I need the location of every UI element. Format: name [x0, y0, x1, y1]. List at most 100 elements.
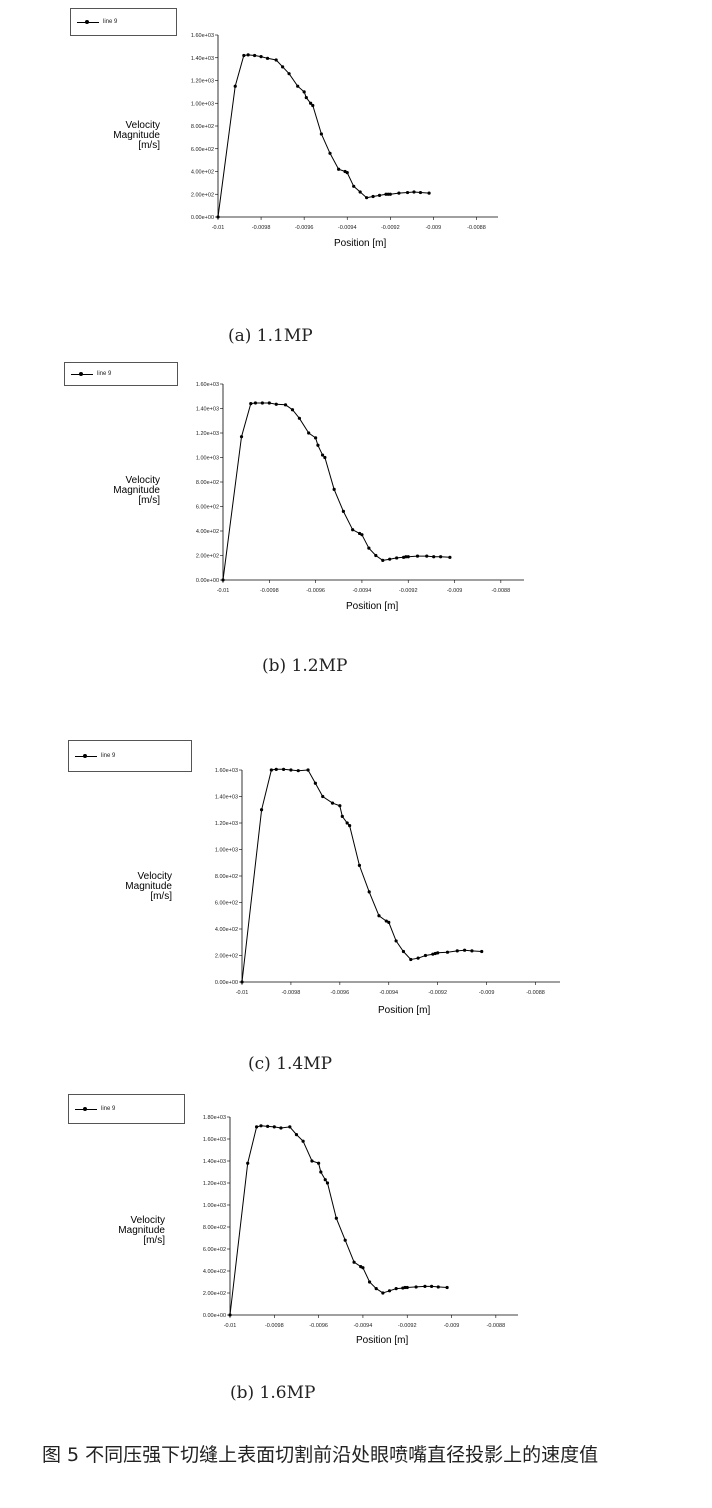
data-point: [306, 768, 310, 772]
data-point: [418, 190, 423, 195]
x-tick-label: -0.0088: [492, 588, 511, 594]
data-point: [337, 167, 341, 171]
data-point: [310, 1159, 314, 1163]
y-tick-label: 2.00e+02: [215, 954, 238, 960]
chart-panel-c: line 9 Velocity Magnitude [m/s] -0.01 -0.…: [0, 730, 712, 1080]
y-tick-label: 1.00e+03: [196, 456, 219, 462]
y-tick-label: 8.00e+02: [191, 124, 214, 130]
y-tick-label: 8.00e+02: [203, 1225, 226, 1231]
y-tick-label: 1.20e+03: [196, 431, 219, 437]
data-point: [246, 1161, 250, 1165]
x-tick-label: -0.0094: [338, 225, 357, 231]
x-tick-label: -0.009: [479, 990, 495, 996]
data-point: [430, 1284, 434, 1288]
legend-label: line 9: [103, 19, 118, 25]
x-tick-label: -0.0098: [252, 225, 271, 231]
chart-caption: (c) 1.4MP: [248, 1054, 333, 1074]
data-point: [348, 824, 352, 828]
data-point: [403, 1285, 407, 1290]
data-point: [401, 949, 406, 954]
data-point: [427, 191, 431, 195]
legend: line 9: [64, 362, 178, 386]
legend-label: line 9: [101, 1106, 116, 1112]
chart-caption: (a) 1.1MP: [228, 326, 313, 346]
data-point: [360, 533, 364, 537]
x-tick-label: -0.0098: [265, 1323, 284, 1329]
legend-marker-icon: [83, 1107, 87, 1111]
data-point: [381, 558, 385, 562]
data-point: [352, 1260, 356, 1264]
data-point: [307, 431, 311, 435]
y-tick-label: 1.40e+03: [191, 56, 214, 62]
series-line: [222, 402, 450, 581]
data-point: [279, 1126, 283, 1130]
data-point: [377, 914, 381, 918]
y-tick-label: 1.60e+03: [191, 33, 214, 39]
data-point: [325, 1181, 330, 1185]
data-point: [288, 1125, 292, 1129]
data-point: [301, 1139, 305, 1143]
data-point: [367, 546, 371, 550]
x-tick-label: -0.009: [426, 225, 442, 231]
x-tick-label: -0.01: [212, 225, 225, 231]
data-point: [357, 863, 362, 867]
data-point: [233, 84, 237, 88]
data-point: [281, 65, 285, 69]
y-tick-label: 0.00e+00: [191, 215, 214, 221]
y-axis-label: Velocity Magnitude [m/s]: [113, 120, 160, 151]
data-point: [409, 957, 413, 962]
data-point: [381, 1291, 385, 1295]
chart-panel-b: line 9 Velocity Magnitude [m/s] -0.01 -0.…: [0, 360, 712, 690]
data-point: [302, 90, 306, 94]
data-point: [374, 553, 378, 558]
y-tick-label: 8.00e+02: [196, 480, 219, 486]
data-point: [377, 193, 382, 197]
data-point: [240, 980, 244, 984]
y-tick-label: 1.00e+03: [203, 1203, 226, 1209]
data-point: [371, 194, 375, 199]
data-point: [463, 948, 467, 952]
y-tick-label: 6.00e+02: [191, 147, 214, 153]
x-tick-label: -0.01: [224, 1323, 237, 1329]
data-point: [358, 190, 362, 194]
y-tick-label: 1.40e+03: [196, 407, 219, 413]
data-point: [341, 509, 345, 513]
y-tick-label: 0.00e+00: [196, 578, 219, 584]
x-tick-label: -0.0098: [260, 588, 279, 594]
data-point: [361, 1266, 365, 1270]
x-tick-label: -0.0096: [331, 990, 350, 996]
data-point: [287, 72, 291, 76]
data-point: [365, 196, 369, 200]
data-point: [332, 487, 336, 491]
x-tick-label: -0.0096: [306, 588, 325, 594]
data-point: [470, 949, 474, 953]
y-axis-label: Velocity Magnitude [m/s]: [125, 871, 172, 902]
legend-label: line 9: [97, 371, 112, 377]
data-point: [249, 402, 253, 406]
data-point: [311, 103, 315, 108]
data-point: [338, 804, 342, 808]
y-tick-label: 4.00e+02: [215, 927, 238, 933]
data-point: [228, 1313, 232, 1317]
data-point: [367, 1280, 372, 1284]
data-point: [395, 556, 399, 560]
data-point: [269, 768, 273, 772]
data-point: [323, 1178, 327, 1182]
data-point: [254, 1125, 259, 1129]
data-point: [274, 58, 278, 62]
data-point: [394, 939, 398, 943]
chart-panel-d: line 9 Velocity Magnitude [m/s] -0.01 -0.…: [0, 1090, 712, 1430]
legend-marker-icon: [83, 754, 87, 758]
data-point: [436, 951, 440, 955]
data-point: [317, 1161, 321, 1165]
y-tick-label: 6.00e+02: [215, 901, 238, 907]
data-point: [406, 555, 410, 559]
data-point: [321, 794, 325, 799]
data-point: [290, 408, 295, 412]
y-tick-label: 8.00e+02: [215, 874, 238, 880]
legend-marker-icon: [79, 372, 83, 376]
data-point: [480, 949, 484, 954]
data-point: [239, 435, 244, 439]
y-tick-label: 0.00e+00: [203, 1313, 226, 1319]
x-tick-label: -0.0096: [295, 225, 314, 231]
